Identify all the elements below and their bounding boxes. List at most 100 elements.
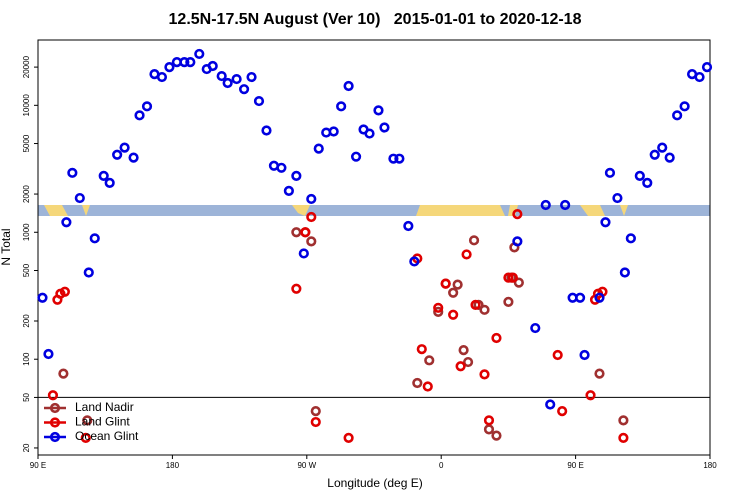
y-tick-label: 10000 — [22, 94, 31, 117]
point — [283, 185, 294, 196]
y-tick-label: 20 — [22, 443, 31, 452]
point — [291, 227, 302, 238]
point — [604, 167, 616, 178]
point — [672, 110, 683, 121]
point — [657, 142, 668, 153]
point — [388, 153, 399, 164]
point — [222, 77, 233, 89]
point — [373, 105, 384, 116]
point — [483, 424, 495, 435]
point — [634, 170, 645, 181]
point — [618, 432, 629, 444]
point — [649, 149, 660, 160]
point — [600, 217, 611, 228]
point — [470, 299, 481, 310]
y-tick-label: 1000 — [22, 223, 31, 241]
point — [61, 217, 72, 228]
point — [164, 62, 175, 73]
point — [194, 48, 205, 60]
point — [207, 60, 218, 72]
point — [412, 377, 423, 389]
point — [479, 304, 490, 315]
point — [306, 211, 317, 223]
point — [82, 415, 93, 426]
point — [433, 302, 444, 313]
x-tick-label: 90 E — [30, 461, 46, 470]
point — [530, 322, 541, 334]
point — [458, 344, 469, 356]
point — [246, 71, 257, 83]
point — [560, 199, 571, 211]
point — [261, 125, 272, 136]
point — [448, 309, 459, 320]
plot-frame — [37, 39, 711, 456]
y-tick-label: 20000 — [22, 55, 31, 78]
point — [47, 390, 59, 401]
point — [291, 283, 302, 294]
point — [503, 272, 514, 283]
point — [512, 209, 523, 220]
point — [336, 101, 347, 112]
point — [379, 122, 390, 133]
point — [422, 381, 433, 392]
point — [403, 220, 414, 232]
x-tick-label: 0 — [439, 461, 444, 470]
point — [491, 430, 502, 441]
point — [98, 170, 109, 181]
point — [455, 361, 466, 372]
legend-marker — [49, 402, 61, 414]
point — [238, 84, 250, 95]
point — [479, 369, 490, 380]
y-tick-label: 200 — [22, 314, 31, 328]
point — [253, 95, 265, 107]
point — [104, 177, 115, 188]
point — [112, 149, 123, 160]
y-tick-label: 500 — [22, 263, 31, 277]
point — [74, 192, 85, 204]
point — [67, 167, 78, 178]
point — [461, 249, 472, 260]
point — [216, 70, 227, 82]
y-axis-label: N Total — [0, 228, 13, 265]
point — [231, 73, 242, 85]
y-tick-label: 5000 — [22, 134, 31, 152]
point — [416, 344, 427, 355]
point — [452, 279, 463, 290]
x-tick-label: 90 E — [567, 461, 583, 470]
chart-title: 12.5N-17.5N August (Ver 10) 2015-01-01 t… — [169, 11, 582, 28]
legend-label: Land Glint — [75, 415, 130, 429]
point — [679, 101, 690, 112]
point — [185, 57, 196, 68]
point — [483, 415, 495, 426]
point — [298, 248, 309, 259]
point — [156, 71, 168, 83]
point — [625, 233, 636, 244]
y-tick-label: 2000 — [22, 185, 31, 203]
point — [59, 286, 70, 297]
point — [134, 110, 145, 121]
point — [83, 267, 94, 278]
point — [343, 80, 354, 92]
point — [310, 406, 321, 417]
point — [619, 267, 630, 278]
legend-label: Land Nadir — [75, 400, 134, 414]
x-tick-label: 90 W — [297, 461, 316, 470]
point — [350, 151, 362, 162]
point — [618, 415, 629, 426]
point — [409, 256, 420, 267]
point — [394, 153, 405, 164]
point — [80, 432, 91, 444]
point — [448, 287, 459, 298]
point — [594, 368, 605, 379]
point — [694, 71, 705, 83]
point — [119, 142, 130, 153]
x-tick-label: 180 — [703, 461, 717, 470]
point — [512, 236, 523, 247]
point — [585, 390, 596, 401]
x-axis-label: Longitude (deg E) — [327, 476, 422, 490]
point — [440, 278, 451, 289]
point — [306, 236, 317, 247]
point — [462, 356, 474, 368]
point — [552, 349, 563, 361]
